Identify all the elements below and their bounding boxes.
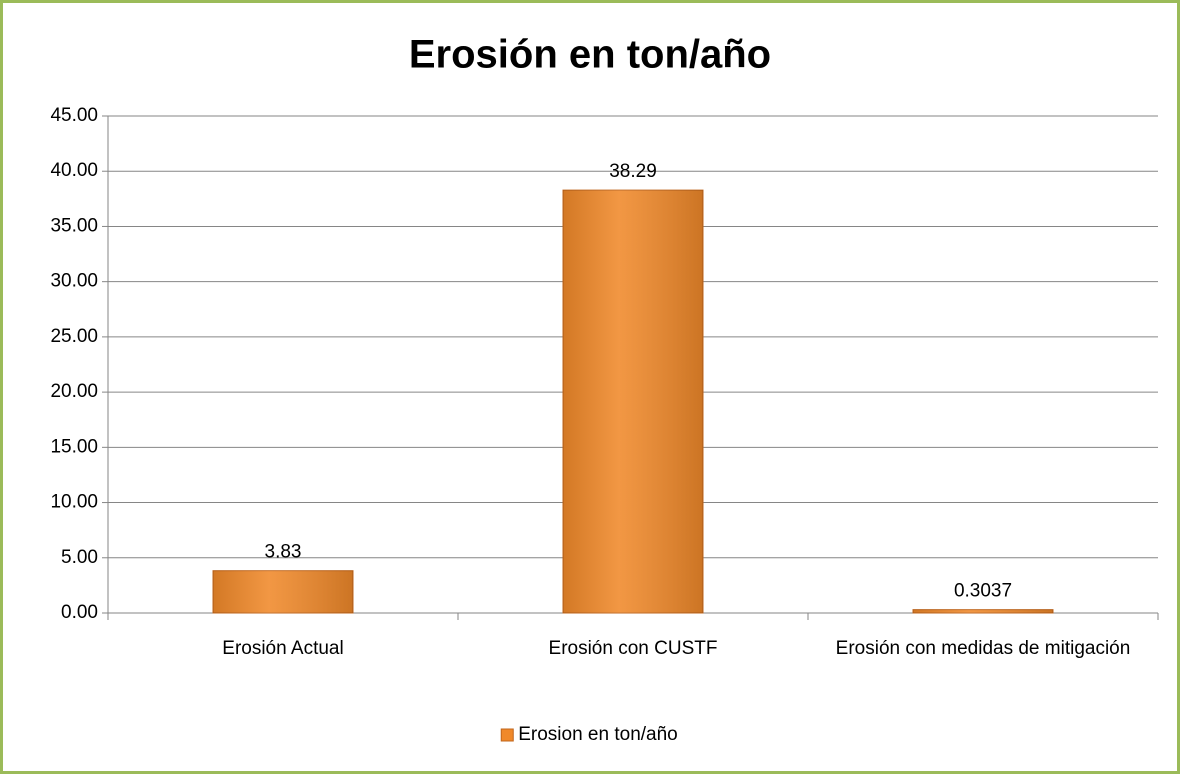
y-tick-label: 15.00 xyxy=(50,436,98,457)
data-label: 3.83 xyxy=(265,542,302,563)
x-tick-label-box: Erosión con medidas de mitigación xyxy=(835,638,1131,659)
x-tick-label-box: Erosión con CUSTF xyxy=(548,638,718,659)
bar xyxy=(912,609,1054,614)
data-label: 0.3037 xyxy=(954,581,1012,602)
y-tick-label: 30.00 xyxy=(50,271,98,292)
y-tick-label: 45.00 xyxy=(50,105,98,126)
x-tick-label-box: Erosión Actual xyxy=(222,638,344,659)
data-label: 38.29 xyxy=(609,161,657,182)
y-tick-label: 20.00 xyxy=(50,381,98,402)
y-tick-label: 25.00 xyxy=(50,326,98,347)
x-tick-label: Erosión con medidas de mitigación xyxy=(835,638,1131,659)
y-tick-label: 35.00 xyxy=(50,215,98,236)
x-tick-label: Erosión Actual xyxy=(222,638,344,659)
y-tick-label: 10.00 xyxy=(50,492,98,513)
chart-title: Erosión en ton/año xyxy=(409,33,771,77)
y-tick-label: 40.00 xyxy=(50,160,98,181)
legend-label: Erosion en ton/año xyxy=(518,724,678,745)
y-tick-label: 5.00 xyxy=(61,547,98,568)
y-tick-label: 0.00 xyxy=(61,602,98,623)
legend-swatch xyxy=(500,728,514,742)
x-tick-label: Erosión con CUSTF xyxy=(548,638,718,659)
bar xyxy=(212,570,354,614)
bar xyxy=(562,189,704,614)
